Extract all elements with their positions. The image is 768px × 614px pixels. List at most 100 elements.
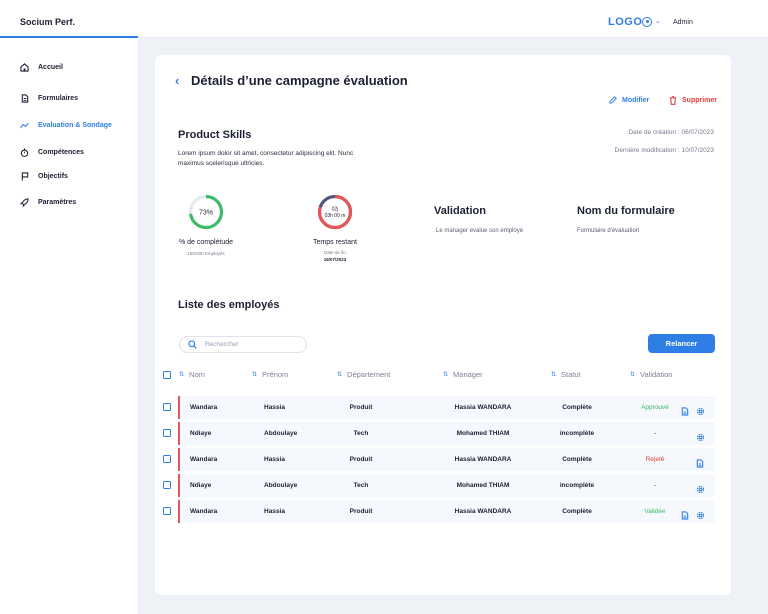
completion-value: 73% <box>199 210 213 217</box>
document-icon[interactable] <box>681 403 689 421</box>
row-marker <box>178 396 180 419</box>
rocket-icon <box>20 197 29 207</box>
row-checkbox[interactable] <box>163 403 171 411</box>
row-checkbox[interactable] <box>163 455 171 463</box>
sidebar-item-competences[interactable]: Compétences <box>20 145 84 159</box>
sidebar <box>0 38 138 614</box>
search-box <box>179 336 307 353</box>
completion-arc <box>188 194 224 230</box>
validation-title: Validation <box>434 205 486 217</box>
row-checkbox[interactable] <box>163 507 171 515</box>
search-input[interactable] <box>205 341 295 348</box>
cell-prenom: Hassia <box>264 404 285 411</box>
column-departement[interactable]: ⇅ Département <box>337 370 390 379</box>
chevron-left-icon[interactable]: ‹ <box>175 73 180 88</box>
column-validation[interactable]: ⇅ Validation <box>630 370 672 379</box>
column-manager[interactable]: ⇅ Manager <box>443 370 483 379</box>
trend-icon <box>20 121 29 130</box>
brand-name[interactable]: Socium Perf. <box>20 17 76 27</box>
form-name-title: Nom du formulaire <box>577 205 675 217</box>
page-title: Détails d’une campagne évaluation <box>191 73 408 88</box>
top-bar: Socium Perf. LOGO ⌄ Admin <box>0 0 768 38</box>
table-row[interactable]: Ndiaye Abdoulaye Tech Mohamed THIAM inco… <box>178 422 715 445</box>
cell-validation: Rejeté <box>645 456 665 463</box>
row-marker <box>178 422 180 445</box>
row-checkbox[interactable] <box>163 481 171 489</box>
edit-button[interactable]: Modifier <box>609 96 649 104</box>
sort-icon: ⇅ <box>337 372 343 378</box>
sidebar-item-parametres[interactable]: Paramètres <box>20 195 76 209</box>
document-icon <box>20 93 29 103</box>
cell-nom: Wandara <box>190 508 218 515</box>
sidebar-item-label: Formulaires <box>38 94 79 102</box>
cell-prenom: Hassia <box>264 456 285 463</box>
trash-icon <box>669 96 677 105</box>
remaining-arc <box>317 194 353 230</box>
flag-icon <box>20 171 29 181</box>
column-label: Nom <box>189 370 205 379</box>
row-marker <box>178 448 180 471</box>
sort-icon: ⇅ <box>551 372 557 378</box>
column-label: Département <box>347 370 391 379</box>
completion-ring: 73% <box>188 194 224 230</box>
cell-nom: Ndiaye <box>190 430 212 437</box>
cell-validation: Approuvé <box>641 404 669 411</box>
cell-manager: Hassia WANDARA <box>454 404 512 411</box>
cell-prenom: Abdoulaye <box>264 482 298 489</box>
brand-underline <box>0 36 138 38</box>
creation-date: Date de création : 06/07/2023 <box>628 129 714 136</box>
column-statut[interactable]: ⇅ Statut <box>551 370 581 379</box>
end-date: 16/07/2023 <box>323 257 347 262</box>
completion-count: 180/300 Employés <box>187 251 225 256</box>
validation-text: Le manager evalue son employé <box>436 228 524 234</box>
remaining-days: 02j <box>332 207 339 213</box>
cell-manager: Mohamed THIAM <box>456 482 510 489</box>
delete-button[interactable]: Supprimer <box>669 96 717 105</box>
cell-statut: Complète <box>562 508 592 515</box>
column-nom[interactable]: ⇅ Nom <box>179 370 205 379</box>
select-all-checkbox[interactable] <box>163 371 171 379</box>
sort-icon: ⇅ <box>179 372 185 378</box>
stopwatch-icon <box>20 147 29 157</box>
edit-label: Modifier <box>622 96 650 104</box>
gear-icon[interactable] <box>696 481 705 499</box>
cell-prenom: Hassia <box>264 508 285 515</box>
column-label: Validation <box>640 370 673 379</box>
column-label: Manager <box>453 370 483 379</box>
sidebar-item-label: Evaluation & Sondage <box>38 121 112 129</box>
table-row[interactable]: Wandara Hassia Produit Hassia WANDARA Co… <box>178 396 715 419</box>
relaunch-button[interactable]: Relancer <box>648 334 715 353</box>
delete-label: Supprimer <box>682 97 718 104</box>
document-icon[interactable] <box>681 507 689 525</box>
table-row[interactable]: Wandara Hassia Produit Hassia WANDARA Co… <box>178 500 715 523</box>
sidebar-item-evaluation[interactable]: Evaluation & Sondage <box>20 118 112 132</box>
modification-date: Dernière modification : 10/07/2023 <box>614 147 714 154</box>
sidebar-item-label: Compétences <box>38 148 84 156</box>
row-marker <box>178 474 180 497</box>
table-row[interactable]: Wandara Hassia Produit Hassia WANDARA Co… <box>178 448 715 471</box>
cell-departement: Tech <box>353 482 369 489</box>
gear-icon[interactable] <box>696 429 705 447</box>
row-checkbox[interactable] <box>163 429 171 437</box>
sidebar-item-label: Accueil <box>38 63 63 71</box>
sidebar-item-label: Objectifs <box>38 172 68 180</box>
row-marker <box>178 500 180 523</box>
gear-icon[interactable] <box>696 507 705 525</box>
sidebar-item-objectifs[interactable]: Objectifs <box>20 169 68 183</box>
form-name-text: Formulaire d'évaluation <box>577 228 640 234</box>
gear-icon[interactable] <box>696 403 705 421</box>
sidebar-item-accueil[interactable]: Accueil <box>20 60 63 74</box>
table-row[interactable]: Ndiaye Abdoulaye Tech Mohamed THIAM inco… <box>178 474 715 497</box>
user-circle-icon[interactable] <box>642 17 652 27</box>
user-name[interactable]: Admin <box>673 19 693 26</box>
column-prenom[interactable]: ⇅ Prénom <box>252 370 288 379</box>
sort-icon: ⇅ <box>630 372 636 378</box>
document-icon[interactable] <box>696 455 704 473</box>
home-icon <box>20 62 29 72</box>
remaining-hours: 03h 00 m <box>325 213 346 219</box>
campaign-description: Lorem ipsum dolor sit amet, consectetur … <box>178 150 354 167</box>
employees-title: Liste des employés <box>178 299 280 311</box>
logo: LOGO <box>608 16 643 28</box>
chevron-down-icon[interactable]: ⌄ <box>655 18 661 25</box>
sidebar-item-formulaires[interactable]: Formulaires <box>20 91 78 105</box>
